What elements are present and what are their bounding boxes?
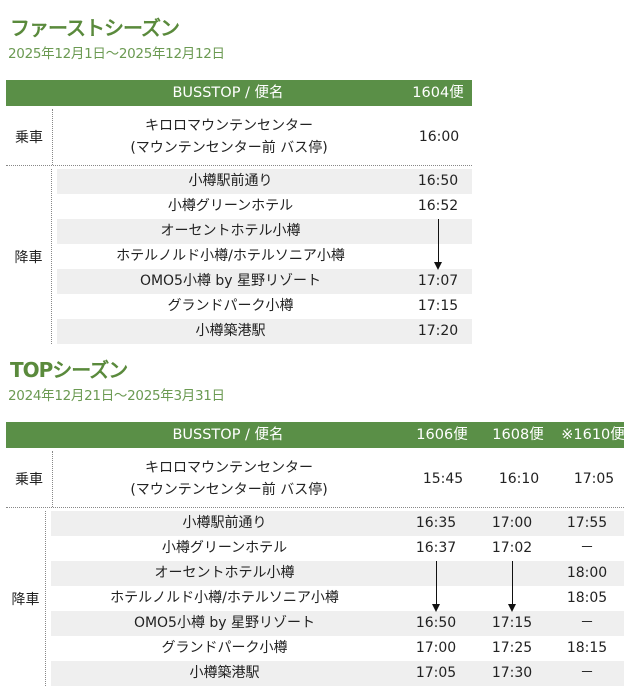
arrival-time: 17:30: [491, 665, 533, 681]
table-header: BUSSTOP / 便名 1606便 1608便 ※1610便: [6, 422, 625, 448]
departure-time: 17:05: [573, 471, 615, 487]
boarding-label: 乗車: [15, 130, 43, 146]
stop-name-line1: キロロマウンテンセンター: [145, 118, 313, 134]
arrival-time: 17:20: [417, 323, 459, 339]
stop-name: グランドパーク小樽: [167, 298, 294, 314]
arrival-time: 17:55: [566, 515, 608, 531]
stop-name: ホテルノルド小樽/ホテルソニア小樽: [116, 248, 345, 264]
timetable: BUSSTOP / 便名 1604便乗車 キロロマウンテンセンター (マウンテンセンタ…: [6, 80, 472, 344]
arrival-time: 18:15: [566, 640, 608, 656]
table-row: 小樽築港駅 17:05 17:30 －: [51, 661, 624, 686]
arrival-time: 16:37: [415, 540, 457, 556]
stop-name: 小樽グリーンホテル: [161, 540, 288, 556]
arrival-time: [398, 586, 474, 611]
header-spacer: [6, 422, 52, 448]
arrival-time: 17:15: [417, 298, 459, 314]
alighting-rows: 小樽駅前通り 16:50 小樽グリーンホテル 16:52 オーセントホテル小樽ホテルノル…: [52, 169, 472, 344]
header-run: 1608便: [492, 427, 544, 443]
alighting-label: 降車: [6, 511, 46, 686]
arrow-down-icon: [508, 561, 516, 612]
header-run: 1604便: [412, 85, 464, 101]
table-row: オーセントホテル小樽 18:00: [51, 561, 624, 612]
departure-time: 15:45: [422, 471, 464, 487]
stop-name: グランドパーク小樽: [161, 640, 288, 656]
first-season-section: ファーストシーズン 2025年12月1日～2025年12月12日 BUSSTOP /…: [6, 14, 472, 344]
stop-name: 小樽グリーンホテル: [167, 198, 294, 214]
arrow-down-icon: [432, 561, 440, 612]
table-header: BUSSTOP / 便名 1604便: [6, 80, 472, 106]
arrival-time: 17:25: [491, 640, 533, 656]
arrival-time: 16:50: [417, 173, 459, 189]
departure-time: 16:10: [498, 471, 540, 487]
stop-name: オーセントホテル小樽: [154, 565, 295, 581]
table-row: グランドパーク小樽 17:15: [57, 294, 472, 319]
section-title: TOPシーズン: [10, 358, 128, 382]
stop-name: ホテルノルド小樽/ホテルソニア小樽: [110, 590, 339, 606]
arrival-time: [474, 586, 550, 611]
alighting-group: 降車 小樽駅前通り 16:35 17:00 17:55 小樽グリーンホテル 16:37 17:…: [6, 511, 624, 686]
arrival-time: －: [580, 540, 594, 556]
header-busstop: BUSSTOP / 便名: [172, 85, 284, 101]
table-row: 小樽グリーンホテル 16:52: [57, 194, 472, 219]
arrival-time: －: [580, 665, 594, 681]
time-cell: [404, 219, 472, 270]
table-row: グランドパーク小樽 17:00 17:25 18:15: [51, 636, 624, 661]
table-row: ホテルノルド小樽/ホテルソニア小樽 18:05: [51, 586, 624, 611]
stop-name: 小樽築港駅: [189, 665, 260, 681]
stop-name: 小樽築港駅: [195, 323, 266, 339]
stop-name-line2: (マウンテンセンター前 バス停): [130, 482, 328, 498]
arrival-time: －: [580, 615, 594, 631]
table-row: 小樽築港駅 17:20: [57, 319, 472, 344]
table-row: ホテルノルド小樽/ホテルソニア小樽: [57, 244, 472, 269]
alighting-rows: 小樽駅前通り 16:35 17:00 17:55 小樽グリーンホテル 16:37 17:02…: [46, 511, 624, 686]
alighting-label: 降車: [6, 169, 52, 344]
alighting-group: 降車 小樽駅前通り 16:50 小樽グリーンホテル 16:52 オーセントホテル小樽ホテル…: [6, 169, 472, 344]
arrival-time: 17:15: [491, 615, 533, 631]
arrival-time: 18:00: [566, 565, 608, 581]
arrival-time: 17:05: [415, 665, 457, 681]
boarding-row: 乗車 キロロマウンテンセンター (マウンテンセンター前 バス停) 15:45 16:10…: [6, 451, 624, 508]
stop-name-line1: キロロマウンテンセンター: [145, 460, 313, 476]
arrival-time: 16:52: [417, 198, 459, 214]
boarding-row: 乗車 キロロマウンテンセンター (マウンテンセンター前 バス停) 16:00: [6, 109, 472, 166]
arrival-time: 17:00: [491, 515, 533, 531]
stop-name: OMO5小樽 by 星野リゾート: [133, 615, 316, 631]
table-row: OMO5小樽 by 星野リゾート 16:50 17:15 －: [51, 611, 624, 636]
top-season-section: TOPシーズン 2024年12月21日～2025年3月31日 BUSSTOP / 便…: [6, 356, 625, 686]
table-row: オーセントホテル小樽: [57, 219, 472, 270]
stop-name: 小樽駅前通り: [182, 515, 267, 531]
departure-time: 16:00: [418, 129, 460, 145]
boarding-label: 乗車: [15, 472, 43, 488]
header-run: ※1610便: [561, 427, 625, 443]
table-row: OMO5小樽 by 星野リゾート 17:07: [57, 269, 472, 294]
arrival-time: 17:02: [491, 540, 533, 556]
time-cell: [474, 561, 550, 612]
header-busstop: BUSSTOP / 便名: [172, 427, 284, 443]
stop-name-line2: (マウンテンセンター前 バス停): [130, 140, 328, 156]
arrival-time: 17:07: [417, 273, 459, 289]
boarding-stop: キロロマウンテンセンター (マウンテンセンター前 バス停): [52, 451, 405, 507]
table-row: 小樽駅前通り 16:50: [57, 169, 472, 194]
arrival-time: 16:35: [415, 515, 457, 531]
arrival-time: 18:05: [566, 590, 608, 606]
section-title: ファーストシーズン: [10, 16, 180, 40]
stop-name: オーセントホテル小樽: [160, 223, 301, 239]
header-run: 1606便: [416, 427, 468, 443]
stop-name: OMO5小樽 by 星野リゾート: [139, 273, 322, 289]
table-row: 小樽駅前通り 16:35 17:00 17:55: [51, 511, 624, 536]
arrow-down-icon: [434, 219, 442, 270]
table-row: 小樽グリーンホテル 16:37 17:02 －: [51, 536, 624, 561]
arrival-time: 16:50: [415, 615, 457, 631]
timetable: BUSSTOP / 便名 1606便 1608便 ※1610便 乗車 キロロマウンテンセン…: [6, 422, 625, 686]
section-dates: 2024年12月21日～2025年3月31日: [8, 388, 225, 404]
time-cell: [398, 561, 474, 612]
header-spacer: [6, 80, 52, 106]
boarding-stop: キロロマウンテンセンター (マウンテンセンター前 バス停): [52, 109, 405, 165]
arrival-time: 17:00: [415, 640, 457, 656]
stop-name: 小樽駅前通り: [188, 173, 273, 189]
arrival-time: [404, 244, 472, 269]
section-dates: 2025年12月1日～2025年12月12日: [8, 46, 225, 62]
